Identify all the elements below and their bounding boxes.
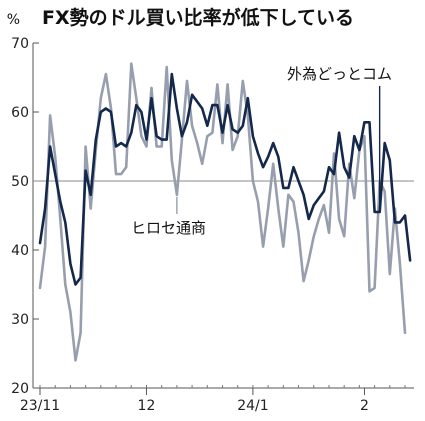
series-line-gaitame bbox=[38, 72, 412, 286]
x-tick-label: 2 bbox=[360, 398, 369, 414]
series-lines bbox=[38, 62, 412, 362]
x-tick-label: 24/1 bbox=[237, 398, 268, 414]
x-tick-label: 23/11 bbox=[20, 398, 60, 414]
annotation-gaitame-label: 外為どっとコム bbox=[287, 65, 392, 83]
y-axis-unit-label: % bbox=[7, 12, 20, 28]
y-tick-label: 20 bbox=[11, 381, 29, 397]
y-tick-label: 40 bbox=[11, 243, 29, 259]
y-tick-label: 60 bbox=[11, 105, 29, 121]
x-tick-label: 12 bbox=[138, 398, 156, 414]
chart-title: FX勢のドル買い比率が低下している bbox=[42, 6, 354, 29]
x-axis: 23/11 12 24/1 2 bbox=[20, 385, 414, 414]
y-tick-label: 70 bbox=[11, 36, 29, 52]
y-axis: 20 30 40 50 60 70 bbox=[11, 36, 39, 397]
y-tick-label: 30 bbox=[11, 312, 29, 328]
annotation-hirose-label: ヒロセ通商 bbox=[131, 219, 206, 237]
y-tick-label: 50 bbox=[11, 174, 29, 190]
series-line-hirose bbox=[38, 62, 407, 362]
